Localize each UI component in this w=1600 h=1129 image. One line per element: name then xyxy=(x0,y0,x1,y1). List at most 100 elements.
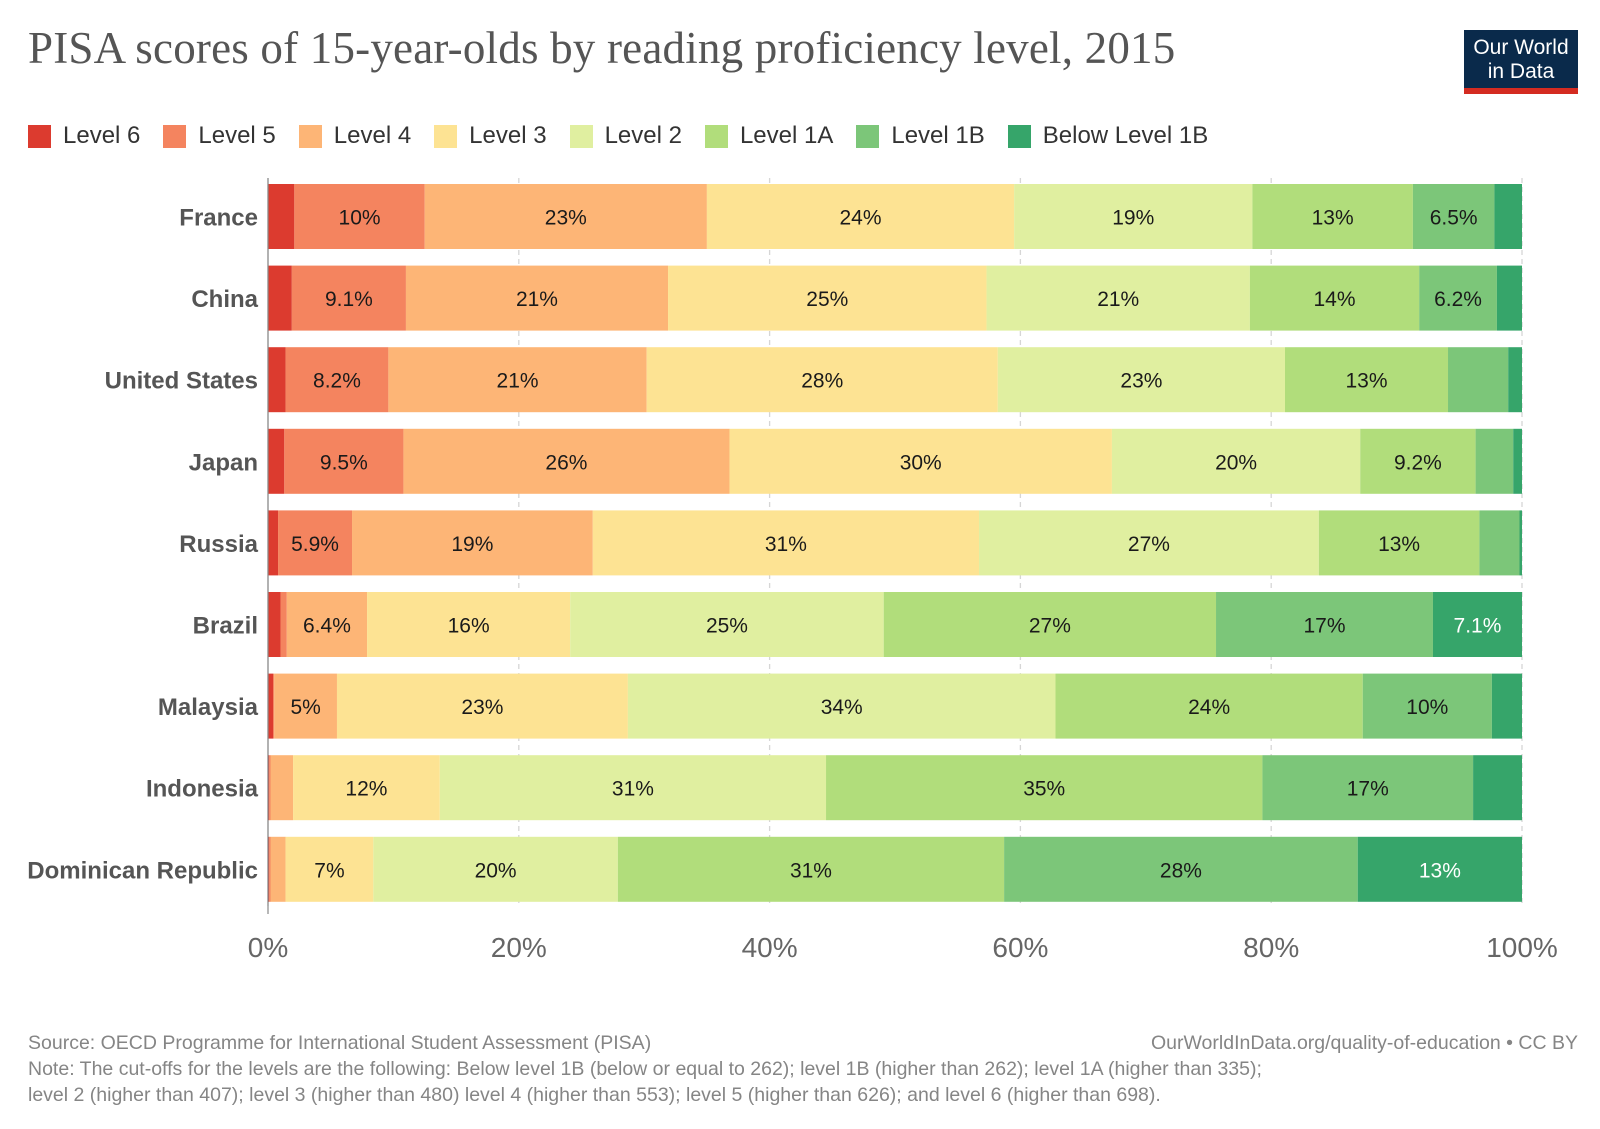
bar-segment xyxy=(617,836,1005,902)
legend-item-level-2[interactable]: Level 2 xyxy=(569,122,682,150)
data-label: 16% xyxy=(448,615,490,638)
legend-item-level-3[interactable]: Level 3 xyxy=(434,122,547,150)
category-label: Indonesia xyxy=(146,776,259,803)
bar-segment xyxy=(294,184,425,249)
bar-segment xyxy=(1491,673,1522,739)
logo-line-1: Our World xyxy=(1473,36,1569,59)
owid-logo[interactable]: Our World in Data xyxy=(1464,30,1578,94)
bar-segment xyxy=(592,510,980,576)
source-url[interactable]: OurWorldInData.org/quality-of-education … xyxy=(1151,1032,1578,1054)
bar-segment xyxy=(646,347,998,413)
bar-segment xyxy=(570,592,884,657)
bar-segment xyxy=(268,184,295,249)
data-label: 28% xyxy=(801,370,843,393)
bar-segment xyxy=(424,184,707,249)
bar-segment xyxy=(627,673,1056,739)
bar-segment xyxy=(826,755,1263,821)
data-label: 25% xyxy=(706,615,748,638)
bar-segment xyxy=(1475,428,1514,494)
legend-label: Level 5 xyxy=(198,122,276,149)
legend-item-level-5[interactable]: Level 5 xyxy=(163,122,276,150)
legend-label: Level 4 xyxy=(333,122,412,149)
bar-segment xyxy=(1448,347,1509,413)
bar-segment xyxy=(388,347,647,413)
bar-segment xyxy=(268,265,292,331)
bar-segment xyxy=(1513,428,1522,494)
bar-segment xyxy=(291,265,406,331)
data-label: 6.2% xyxy=(1434,288,1482,311)
legend-swatch xyxy=(28,124,51,148)
data-label: 27% xyxy=(1029,615,1071,638)
bar-segment xyxy=(1249,265,1420,331)
bar-segment xyxy=(1284,347,1449,413)
data-label: 5% xyxy=(290,696,320,719)
bar-segment xyxy=(1419,265,1497,331)
bar-segment xyxy=(1432,592,1522,657)
data-label: 9.2% xyxy=(1394,451,1442,474)
bar-segment xyxy=(280,592,287,657)
bar-segment xyxy=(405,265,669,331)
data-label: 26% xyxy=(545,451,587,474)
stacked-bar-chart: France 10% 23% 24% 19% 13% 6.5% China 9.1% 21% 25%… xyxy=(27,178,1558,963)
bar-segment xyxy=(285,836,374,902)
bar-segment xyxy=(367,592,571,657)
bar-segment xyxy=(1508,347,1522,413)
bar-segment xyxy=(1412,184,1495,249)
x-tick-label: 40% xyxy=(742,932,798,963)
data-label: 19% xyxy=(451,533,493,556)
data-label: 21% xyxy=(516,288,558,311)
bar-segment xyxy=(1357,836,1522,902)
legend-item-below-level-1b[interactable]: Below Level 1B xyxy=(1007,122,1208,150)
legend-item-level-4[interactable]: Level 4 xyxy=(298,122,412,150)
bar-segment xyxy=(1519,510,1522,576)
data-label: 21% xyxy=(1097,288,1139,311)
category-label: China xyxy=(191,286,258,313)
chart-title: PISA scores of 15-year-olds by reading p… xyxy=(28,23,1176,73)
category-label: Brazil xyxy=(193,613,258,640)
legend-item-level-6[interactable]: Level 6 xyxy=(28,122,140,150)
x-tick-label: 80% xyxy=(1243,932,1299,963)
data-label: 5.9% xyxy=(291,533,339,556)
data-label: 13% xyxy=(1312,207,1354,230)
bar-segment xyxy=(268,673,274,739)
bar-segment xyxy=(273,673,275,739)
bar-segment xyxy=(268,428,285,494)
bar-segment xyxy=(293,755,440,821)
data-label: 25% xyxy=(806,288,848,311)
bar-segment xyxy=(1111,428,1361,494)
data-label: 13% xyxy=(1345,370,1387,393)
data-label: 14% xyxy=(1314,288,1356,311)
bar-segment xyxy=(729,428,1112,494)
chart-footer: Source: OECD Programme for International… xyxy=(28,1030,1578,1108)
legend-item-level-1a[interactable]: Level 1A xyxy=(704,122,833,150)
bar-segment xyxy=(706,184,1015,249)
data-label: 19% xyxy=(1112,207,1154,230)
bar-segment xyxy=(1479,510,1520,576)
x-tick-label: 60% xyxy=(992,932,1048,963)
data-label: 20% xyxy=(475,859,517,882)
data-label: 6.5% xyxy=(1430,207,1478,230)
bar-segment xyxy=(997,347,1285,413)
bar-segment xyxy=(1360,428,1476,494)
bar-segment xyxy=(1262,755,1474,821)
bar-segment xyxy=(270,755,294,821)
data-label: 35% xyxy=(1023,778,1065,801)
bar-segment xyxy=(1362,673,1492,739)
legend-swatch xyxy=(704,124,728,148)
data-label: 24% xyxy=(1188,696,1230,719)
data-label: 13% xyxy=(1419,859,1461,882)
legend-item-level-1b[interactable]: Level 1B xyxy=(856,122,985,150)
legend-swatch xyxy=(434,124,458,148)
chart-legend: Level 6 Level 5 Level 4 Level 3 Level 2 Level… xyxy=(28,122,1231,150)
data-label: 31% xyxy=(612,778,654,801)
data-label: 24% xyxy=(839,207,881,230)
data-label: 23% xyxy=(1120,370,1162,393)
category-label: Malaysia xyxy=(158,694,259,721)
data-label: 17% xyxy=(1303,615,1345,638)
category-label: Dominican Republic xyxy=(27,857,258,884)
data-label: 23% xyxy=(545,207,587,230)
bar-segment xyxy=(986,265,1250,331)
data-label: 6.4% xyxy=(303,615,351,638)
bar-segment xyxy=(268,510,279,576)
logo-line-2: in Data xyxy=(1487,60,1555,83)
